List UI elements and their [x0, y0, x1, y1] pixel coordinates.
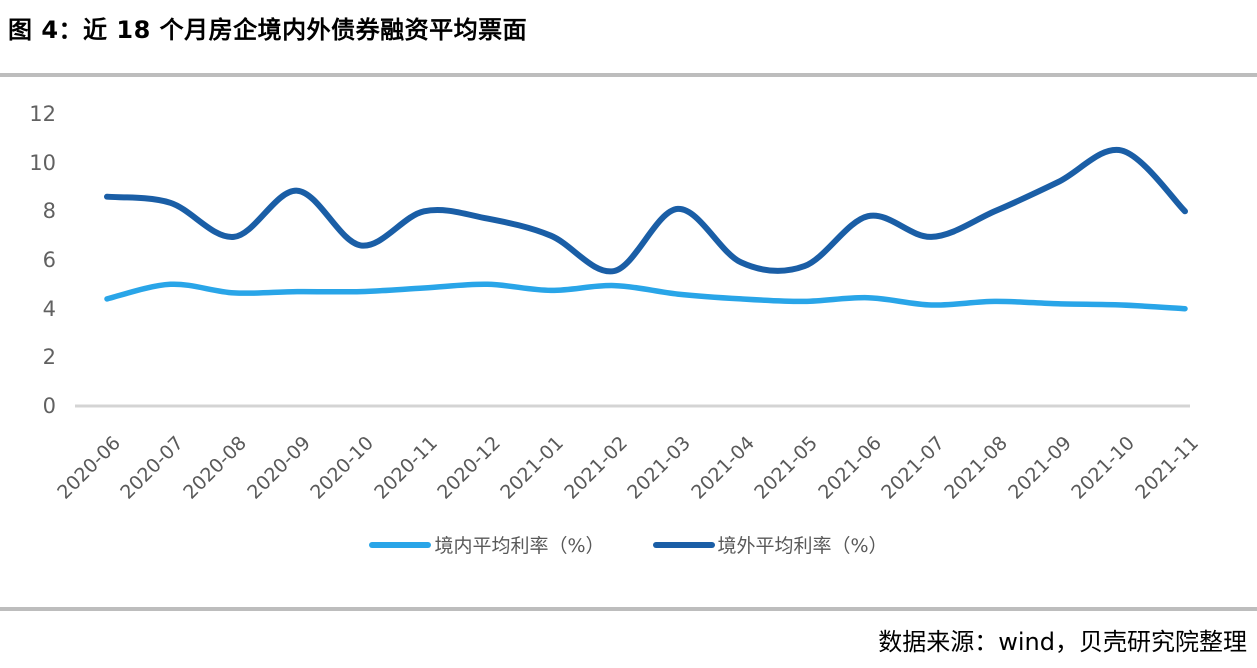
x-tick-label: 2021-06: [813, 432, 886, 504]
x-tick-label: 2021-07: [877, 432, 949, 504]
x-tick-label: 2021-03: [623, 432, 696, 504]
x-tick-label: 2020-08: [179, 432, 252, 504]
x-tick-label: 2020-06: [52, 432, 125, 504]
x-tick-label: 2021-01: [496, 432, 569, 504]
series-line-domestic: [104, 281, 1188, 312]
x-tick-label: 2020-10: [306, 432, 379, 504]
title-separator: [0, 73, 1257, 77]
legend-swatch-overseas: [652, 541, 715, 548]
legend-item: 境外平均利率（%）: [652, 531, 888, 558]
x-tick-label: 2021-04: [686, 432, 759, 504]
y-tick-label: 10: [29, 150, 56, 175]
legend-item: 境内平均利率（%）: [369, 531, 605, 558]
y-tick-label: 8: [42, 199, 56, 224]
x-tick-label: 2020-07: [116, 432, 188, 504]
x-tick-label: 2021-08: [940, 432, 1013, 504]
legend-swatch-domestic: [369, 541, 432, 548]
chart-legend: 境内平均利率（%） 境外平均利率（%）: [0, 531, 1257, 558]
figure-title: 图 4：近 18 个月房企境内外债券融资平均票面: [8, 16, 528, 44]
y-tick-label: 0: [42, 394, 56, 418]
x-tick-label: 2021-05: [750, 432, 823, 504]
x-tick-label: 2020-11: [369, 432, 442, 504]
footer-separator: [0, 607, 1257, 611]
legend-label: 境外平均利率（%）: [717, 535, 888, 557]
legend-label: 境内平均利率（%）: [434, 535, 605, 557]
x-tick-label: 2020-09: [243, 432, 315, 504]
x-tick-label: 2021-02: [560, 432, 632, 504]
x-tick-label: 2020-12: [433, 432, 506, 504]
data-source: 数据来源：wind，贝壳研究院整理: [878, 628, 1247, 656]
series-line-overseas: [104, 146, 1188, 275]
line-plot: [75, 146, 1190, 408]
y-tick-label: 12: [29, 102, 56, 126]
y-tick-label: 4: [42, 296, 56, 321]
y-tick-label: 2: [42, 345, 56, 370]
x-tick-label: 2021-10: [1067, 432, 1140, 504]
y-tick-label: 6: [42, 248, 56, 272]
x-tick-label: 2021-11: [1130, 432, 1203, 504]
x-tick-label: 2021-09: [1004, 432, 1076, 504]
